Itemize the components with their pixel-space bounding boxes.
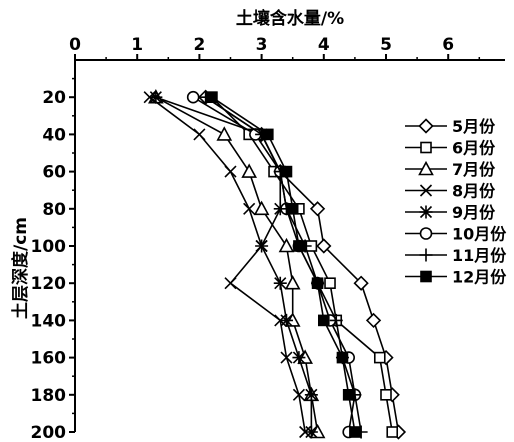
legend-label: 9月份 [452,203,496,222]
legend-marker [420,141,432,154]
legend-marker [419,205,433,219]
x-tick-label: 4 [318,35,330,55]
series-line [149,96,306,433]
data-point [373,351,386,364]
series-layer [143,89,407,440]
data-point [292,351,306,365]
legend-label: 6月份 [452,139,496,158]
data-point [324,277,336,290]
data-point [149,90,163,104]
data-point [255,239,269,253]
data-point [280,351,293,364]
data-point [273,276,287,290]
legend-item: 5月份 [405,117,496,136]
data-point [316,238,332,254]
x-tick-label: 5 [380,35,392,55]
data-point [224,277,237,290]
data-point [253,200,270,216]
data-point [349,426,361,438]
legend-marker [418,118,434,134]
legend-label: 8月份 [452,182,496,201]
legend-item: 11月份 [405,246,507,265]
legend-label: 11月份 [452,246,507,265]
y-tick-label: 200 [31,423,67,442]
legend-marker [418,160,434,176]
legend-marker [420,270,432,283]
y-tick-label: 40 [42,125,66,145]
data-point [286,203,299,215]
data-point [284,275,301,290]
series-line [155,96,319,433]
data-point [380,388,392,401]
legend-item: 10月份 [405,225,507,244]
y-tick-label: 180 [31,386,67,406]
data-point [280,165,293,178]
legend-label: 10月份 [452,225,507,244]
x-axis-title: 土壤含水量/% [236,8,344,29]
legend-label: 7月份 [452,160,496,179]
legend-label: 12月份 [452,268,507,287]
data-point [241,163,258,178]
series-line [205,96,362,433]
y-tick-label: 160 [31,349,67,369]
data-point [278,237,295,253]
legend-item: 9月份 [405,203,496,222]
data-point [317,314,330,327]
data-point [386,426,399,438]
series-line [211,96,356,433]
series-8 [206,91,361,438]
series-5 [149,90,318,439]
data-point [193,128,206,141]
y-tick-label: 60 [42,163,66,183]
y-tick-label: 80 [42,200,66,220]
legend-item: 12月份 [405,268,507,287]
data-point [304,425,318,439]
legend-marker [419,184,433,197]
series-line [211,96,394,433]
legend-item: 7月份 [405,160,496,179]
x-tick-label: 1 [131,35,143,55]
data-point [329,313,343,327]
data-point [262,128,274,141]
legend: 5月份 6月份 7月份 8月份 9月份 10月份 11月份 12月份 [405,117,507,287]
data-point [293,240,305,252]
data-point [304,388,318,402]
x-tick-label: 0 [69,35,81,55]
data-point [279,313,293,327]
data-point [224,165,237,178]
series-6 [186,90,362,439]
x-tick-label: 3 [256,35,268,55]
y-tick-label: 20 [42,88,66,108]
data-point [216,126,233,141]
axes-layer: 0 1 2 3 4 5 6 20 40 60 80 100 120 140 160 180 200 [31,35,505,442]
y-tick-label: 140 [31,311,67,331]
y-tick-label: 100 [31,237,67,257]
series-3 [148,89,326,439]
series-line [205,96,400,433]
data-point [206,91,218,103]
data-point [186,90,200,104]
series-2 [206,91,399,438]
x-tick-label: 6 [442,35,454,55]
series-4 [143,91,312,439]
data-point [292,388,305,401]
data-point [353,275,369,291]
y-axis-title: 土层深度/cm [10,217,31,319]
data-point [365,312,382,329]
y-tick-label: 120 [31,274,67,294]
legend-item: 6月份 [405,139,496,158]
data-point [243,202,256,215]
x-tick-label: 2 [193,35,205,55]
legend-marker [419,227,433,240]
data-point [336,351,349,364]
legend-item: 8月份 [405,182,496,201]
data-point [309,201,326,217]
legend-marker [419,248,433,262]
data-point [311,277,324,290]
data-point [342,388,355,401]
legend-label: 5月份 [452,117,496,136]
